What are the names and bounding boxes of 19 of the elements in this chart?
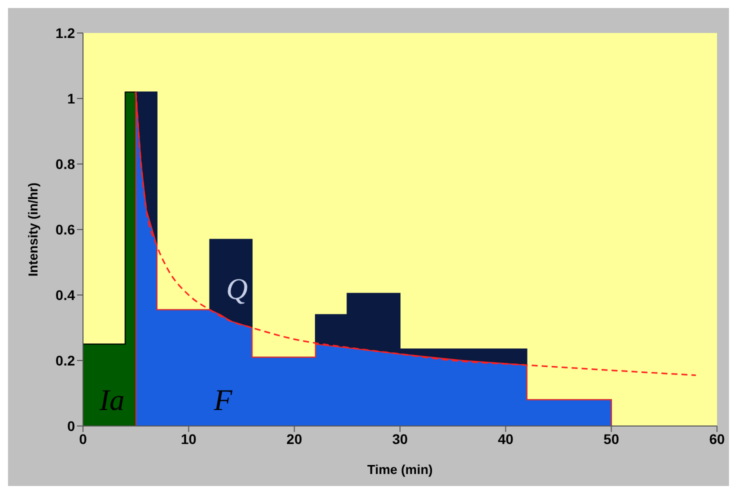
x-tick-label: 30 <box>392 430 408 447</box>
y-tick-label: 0 <box>67 418 76 434</box>
y-tick-label: 0.2 <box>56 352 76 368</box>
annotation: Ia <box>100 384 124 417</box>
x-axis-title: Time (min) <box>367 462 433 477</box>
y-axis-title: Intensity (in/hr) <box>26 182 41 276</box>
y-tick-label: 0.8 <box>56 156 76 172</box>
x-tick-label: 10 <box>180 430 197 447</box>
annotation: Q <box>226 273 248 306</box>
x-tick-label: 40 <box>498 430 514 447</box>
x-tick-label: 0 <box>79 430 88 447</box>
y-tick-label: 0.6 <box>56 221 76 238</box>
x-tick-label: 60 <box>709 430 725 447</box>
y-tick-label: 1 <box>67 90 76 106</box>
x-tick-label: 50 <box>604 430 620 447</box>
x-tick-label: 20 <box>286 430 302 447</box>
y-tick-label: 1.2 <box>56 24 76 41</box>
y-tick-label: 0.4 <box>56 286 76 303</box>
annotation: F <box>214 384 232 417</box>
